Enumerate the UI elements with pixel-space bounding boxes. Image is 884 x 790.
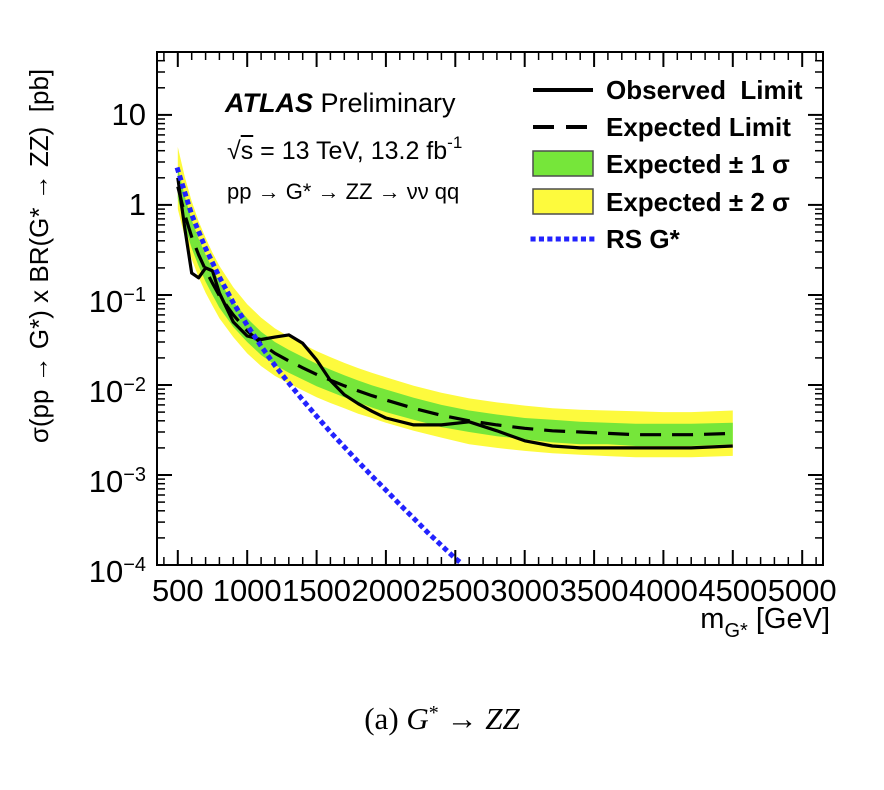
lumi-exponent: -1 xyxy=(447,133,463,152)
plot-frame xyxy=(156,51,824,566)
x-axis-title-sub: G* xyxy=(724,620,748,642)
y-tick-label: 10−4 xyxy=(88,554,146,589)
energy-lumi-label: √s = 13 TeV, 13.2 fb-1 xyxy=(227,133,462,166)
legend-item-theory: RS G* xyxy=(606,224,680,254)
x-tick-label: 3500 xyxy=(559,573,629,608)
caption-zz: ZZ xyxy=(485,701,520,736)
sqrt-symbol: √ xyxy=(227,137,241,165)
x-tick-label: 4000 xyxy=(628,573,698,608)
y-tick-label: 1 xyxy=(128,186,146,222)
x-tick-label: 2000 xyxy=(351,573,421,608)
x-tick-label: 2500 xyxy=(420,573,490,608)
x-tick-label: 3000 xyxy=(490,573,560,608)
y-tick-label: 10−3 xyxy=(88,463,146,499)
x-axis-title-main: m xyxy=(700,603,725,635)
caption-arrow: → xyxy=(438,701,486,736)
observed-limit-line xyxy=(176,177,733,450)
y-tick-label: 10−2 xyxy=(88,373,146,409)
legend-item-2sigma: Expected ± 2 σ xyxy=(606,187,790,217)
sqrt-arg: s xyxy=(240,137,254,165)
atlas-label: ATLAS xyxy=(225,88,313,118)
x-tick-label: 4500 xyxy=(698,573,768,608)
caption-star: * xyxy=(428,702,439,724)
legend-1sigma-swatch xyxy=(532,150,594,177)
caption-prefix: (a) xyxy=(364,701,407,736)
legend-item-expected: Expected Limit xyxy=(606,112,791,142)
energy-lumi-text: = 13 TeV, 13.2 fb xyxy=(253,137,448,165)
legend-item-observed: Observed Limit xyxy=(606,75,803,105)
expected-1sigma-band xyxy=(177,167,733,446)
atlas-header: ATLAS Preliminary xyxy=(225,88,456,119)
legend-2sigma-swatch xyxy=(532,188,594,215)
expected-limit-line xyxy=(176,186,733,437)
process-label: pp → G* → ZZ → νν qq xyxy=(227,179,460,204)
figure-caption: (a) G* → ZZ xyxy=(0,701,884,737)
x-tick-label: 1500 xyxy=(282,573,352,608)
x-tick-label: 1000 xyxy=(212,573,282,608)
legend-item-1sigma: Expected ± 1 σ xyxy=(606,149,790,179)
caption-gstar: G xyxy=(406,701,429,736)
atlas-status: Preliminary xyxy=(313,88,456,118)
y-tick-label: 10 xyxy=(111,96,146,132)
x-tick-label: 500 xyxy=(151,573,204,608)
y-tick-label: 10−1 xyxy=(88,283,146,319)
x-tick-label: 5000 xyxy=(767,573,837,608)
x-axis-title-unit: [GeV] xyxy=(747,603,830,635)
theory-rs-gstar-line xyxy=(174,166,468,569)
x-axis-title: mG* [GeV] xyxy=(550,603,830,643)
